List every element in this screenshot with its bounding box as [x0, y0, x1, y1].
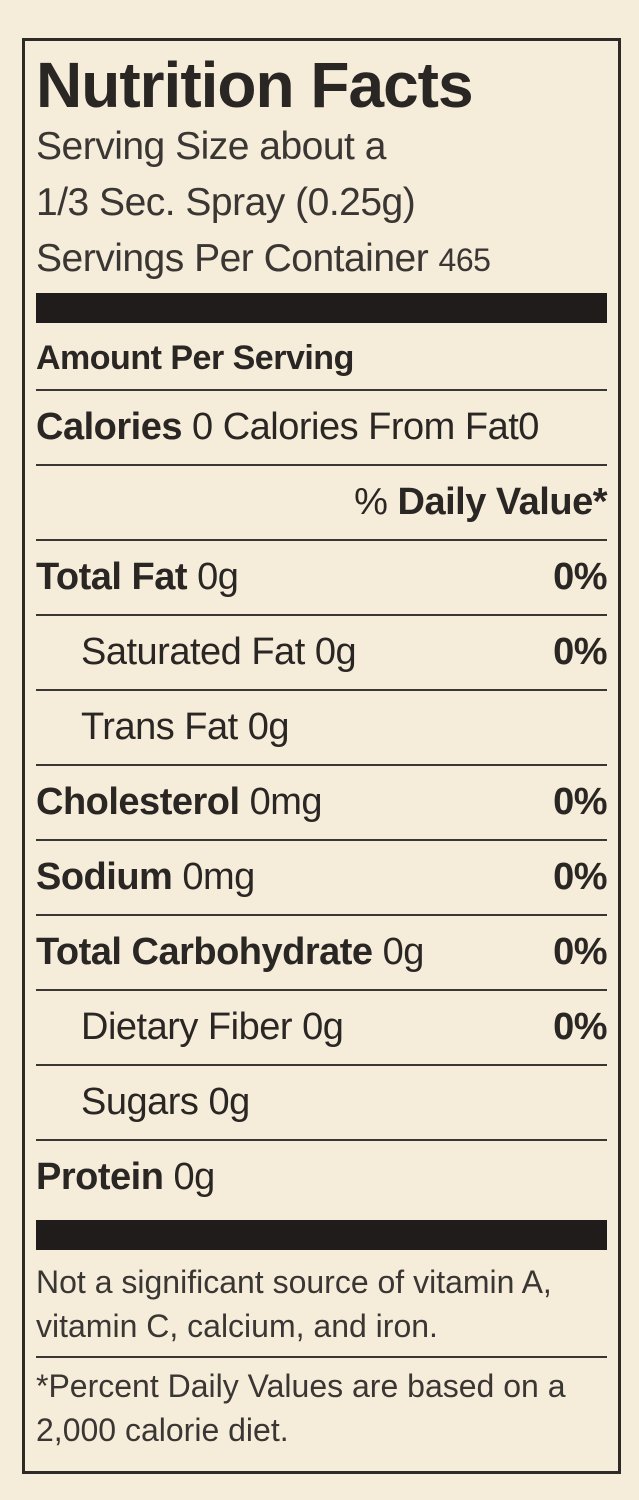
from-fat-label: Calories From Fat [222, 406, 519, 448]
daily-value-header: % Daily Value* [36, 466, 608, 541]
nutrient-amount: 0g [208, 1081, 250, 1123]
nutrient-name: Saturated Fat [81, 631, 305, 673]
nutrient-name: Cholesterol [36, 781, 240, 823]
nutrient-name: Dietary Fiber [81, 1006, 293, 1048]
nutrient-row: Total Carbohydrate 0g 0% [36, 916, 607, 991]
servings-per-container: Servings Per Container 465 [36, 231, 607, 287]
amount-per-serving: Amount Per Serving [36, 327, 607, 391]
title: Nutrition Facts [36, 49, 474, 121]
nutrition-label: Nutrition Facts Serving Size about a 1/3… [22, 38, 621, 1474]
percent-sign: % [354, 481, 388, 523]
nutrient-amount: 0g [302, 1006, 344, 1048]
footnote: Not a significant source of vitamin A, v… [36, 1254, 607, 1358]
calories-value: 0 [192, 406, 213, 448]
nutrient-amount: 0mg [249, 781, 323, 823]
nutrient-dv: 0% [553, 631, 607, 673]
from-fat-value: 0 [518, 406, 539, 448]
nutrient-dv: 0% [553, 781, 607, 823]
nutrient-row: Cholesterol 0mg 0% [36, 766, 607, 841]
nutrient-amount: 0g [247, 706, 290, 748]
servings-value: 465 [438, 242, 491, 278]
nutrient-row: Saturated Fat 0g 0% [36, 616, 607, 691]
nutrient-amount: 0g [382, 931, 425, 973]
nutrient-row: Trans Fat 0g [36, 691, 607, 766]
nutrient-name: Sugars [81, 1081, 199, 1123]
nutrient-row: Dietary Fiber 0g 0% [36, 991, 607, 1066]
thick-rule [36, 1220, 607, 1250]
daily-value-label: Daily Value* [397, 481, 608, 523]
footnote: *Percent Daily Values are based on a 2,0… [36, 1368, 566, 1448]
nutrient-dv: 0% [553, 1006, 607, 1048]
nutrient-amount: 0g [314, 631, 357, 673]
nutrient-dv: 0% [553, 556, 607, 598]
nutrient-amount: 0g [173, 1156, 215, 1198]
servings-label: Servings Per Container [36, 237, 429, 280]
nutrient-name: Sodium [36, 856, 173, 898]
nutrient-name: Total Carbohydrate [36, 931, 373, 973]
thick-rule [36, 293, 607, 323]
nutrient-amount: 0g [197, 556, 239, 598]
nutrient-amount: 0mg [182, 856, 255, 898]
serving-size: Serving Size about a [36, 125, 386, 168]
nutrient-name: Trans Fat [81, 706, 238, 748]
calories-label: Calories [36, 406, 182, 448]
nutrient-row: Protein 0g [36, 1141, 607, 1214]
calories-row: Calories 0 Calories From Fat 0 [36, 391, 607, 466]
serving-size: 1/3 Sec. Spray (0.25g) [36, 181, 416, 224]
nutrient-row: Total Fat 0g 0% [36, 541, 607, 616]
nutrients: Total Fat 0g 0% Saturated Fat 0g 0% Trans Fa… [36, 541, 607, 1214]
nutrient-dv: 0% [553, 856, 607, 898]
amount-per-serving-text: Amount Per Serving [36, 338, 354, 377]
nutrient-dv: 0% [553, 931, 607, 973]
nutrient-row: Sugars 0g [36, 1066, 607, 1141]
nutrient-row: Sodium 0mg 0% [36, 841, 607, 916]
nutrient-name: Protein [36, 1156, 164, 1198]
nutrient-name: Total Fat [36, 556, 188, 598]
